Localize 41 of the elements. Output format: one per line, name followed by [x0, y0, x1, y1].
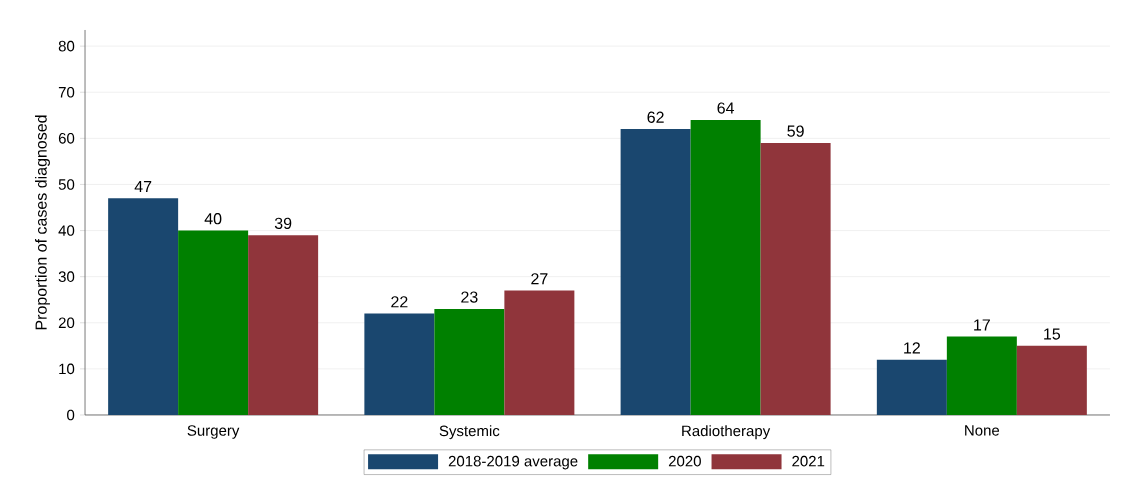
bar [248, 235, 319, 415]
data-label: 27 [531, 273, 548, 285]
bar [504, 290, 575, 415]
data-label: 23 [461, 291, 478, 303]
data-label: 64 [717, 102, 735, 114]
data-label: 39 [274, 217, 292, 229]
data-label: 15 [1044, 328, 1061, 340]
x-tick-label: Radiotherapy [682, 425, 771, 440]
data-label: 47 [134, 181, 152, 193]
bar [620, 129, 691, 415]
data-label: 62 [647, 111, 664, 123]
legend-label: 2020 [668, 455, 701, 467]
y-tick-label: 60 [58, 133, 75, 144]
y-axis-title: Proportion of cases diagnosed [35, 115, 50, 330]
legend-label: 2021 [792, 455, 825, 467]
data-label: 17 [974, 319, 990, 331]
legend-label: 2018-2019 average [448, 455, 578, 470]
x-tick-label: Systemic [439, 425, 500, 440]
data-label: 12 [904, 342, 920, 354]
bar [760, 142, 831, 415]
bar [946, 336, 1017, 415]
y-tick-label: 40 [58, 225, 75, 236]
data-label: 59 [787, 125, 804, 137]
bar [364, 313, 435, 415]
y-tick-label: 50 [58, 179, 75, 190]
x-tick-label: None [965, 425, 1000, 436]
data-label: 22 [391, 296, 408, 308]
y-tick-label: 10 [59, 363, 75, 375]
bar [1016, 345, 1087, 415]
y-tick-label: 20 [58, 317, 75, 329]
bar [178, 230, 249, 415]
bar [434, 308, 505, 415]
y-tick-label: 0 [67, 409, 75, 421]
x-tick-label: Surgery [187, 425, 240, 439]
bar [876, 359, 947, 415]
bar [108, 198, 179, 415]
data-label: 40 [204, 213, 222, 225]
y-tick-label: 30 [58, 271, 75, 282]
bar [690, 119, 761, 415]
y-tick-label: 70 [58, 86, 75, 98]
y-tick-label: 80 [58, 40, 75, 52]
